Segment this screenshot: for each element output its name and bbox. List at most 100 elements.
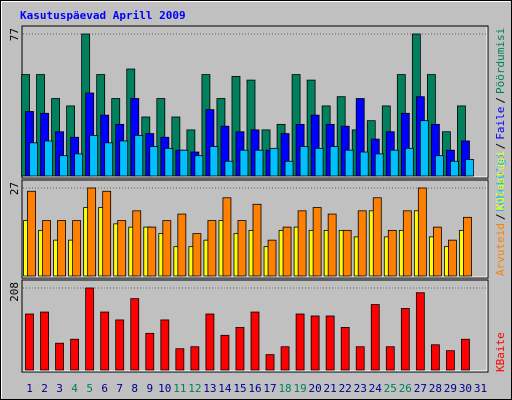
bar bbox=[340, 327, 350, 371]
x-tick-label: 16 bbox=[248, 382, 261, 395]
bar bbox=[419, 120, 429, 177]
bar bbox=[404, 147, 414, 177]
x-tick-label: 18 bbox=[278, 382, 291, 395]
x-tick-label: 26 bbox=[399, 382, 412, 395]
bar bbox=[252, 203, 262, 277]
bar bbox=[164, 147, 174, 177]
bar bbox=[207, 220, 217, 277]
bar bbox=[280, 346, 290, 371]
bar bbox=[385, 346, 395, 371]
bar bbox=[42, 220, 51, 277]
bar bbox=[57, 220, 66, 277]
bar bbox=[115, 319, 125, 371]
bar bbox=[85, 287, 95, 371]
x-tick-label: 8 bbox=[131, 382, 138, 395]
bar bbox=[130, 298, 140, 371]
bar bbox=[284, 160, 294, 177]
bar bbox=[430, 344, 440, 371]
bar bbox=[72, 220, 82, 277]
legend-entry: Lehekülgi bbox=[494, 152, 507, 212]
bar bbox=[89, 135, 99, 177]
bar bbox=[329, 146, 339, 177]
bar bbox=[44, 140, 53, 177]
bar bbox=[434, 155, 444, 177]
bar bbox=[282, 226, 292, 277]
y-tick-label: 77 bbox=[8, 28, 21, 41]
bar bbox=[325, 315, 335, 371]
x-tick-label: 20 bbox=[309, 382, 322, 395]
bar bbox=[70, 338, 80, 371]
bar bbox=[27, 190, 36, 277]
bar bbox=[209, 146, 219, 177]
bar bbox=[59, 155, 68, 177]
legend-separator: / bbox=[494, 143, 507, 150]
legend-separator: / bbox=[494, 97, 507, 104]
bar bbox=[387, 229, 397, 277]
y-tick-label: 27 bbox=[8, 182, 21, 195]
legend-entry: Pöördumisi bbox=[494, 28, 507, 94]
bar bbox=[222, 197, 232, 277]
bar bbox=[463, 216, 472, 277]
bar bbox=[461, 338, 470, 371]
x-tick-label: 22 bbox=[339, 382, 352, 395]
bar bbox=[40, 311, 49, 371]
x-tick-label: 21 bbox=[324, 382, 337, 395]
x-tick-label: 30 bbox=[459, 382, 472, 395]
legend-entry: Külastusi bbox=[494, 151, 507, 211]
legend-entry: Faile bbox=[494, 107, 507, 140]
bar bbox=[389, 149, 399, 177]
bar bbox=[194, 155, 204, 177]
x-tick-label: 9 bbox=[146, 382, 153, 395]
bar bbox=[104, 142, 114, 177]
legend-entry: Arvuteid bbox=[494, 223, 507, 276]
y-tick-label: 208 bbox=[8, 282, 21, 302]
bar bbox=[295, 313, 305, 371]
legend: Arvuteid / Külastusi bbox=[494, 151, 507, 276]
bar bbox=[254, 149, 264, 177]
x-tick-label: 14 bbox=[218, 382, 232, 395]
bar bbox=[177, 213, 187, 277]
bar bbox=[149, 146, 159, 177]
x-tick-label: 19 bbox=[293, 382, 306, 395]
x-tick-label: 2 bbox=[41, 382, 48, 395]
x-tick-label: 23 bbox=[354, 382, 367, 395]
x-tick-label: 28 bbox=[429, 382, 442, 395]
bar bbox=[432, 226, 442, 277]
bar bbox=[370, 304, 380, 371]
legend-entry: KBaite bbox=[494, 332, 507, 372]
x-tick-label: 15 bbox=[233, 382, 246, 395]
bar bbox=[175, 348, 185, 371]
bar bbox=[400, 308, 410, 371]
bar bbox=[314, 147, 324, 177]
bar bbox=[239, 149, 249, 177]
x-tick-label: 10 bbox=[158, 382, 171, 395]
x-tick-label: 5 bbox=[86, 382, 93, 395]
bar bbox=[299, 146, 309, 177]
bar bbox=[134, 135, 144, 177]
bar bbox=[374, 153, 384, 177]
bar bbox=[192, 233, 202, 277]
bar bbox=[147, 226, 157, 277]
x-tick-label: 13 bbox=[203, 382, 216, 395]
bar bbox=[237, 220, 247, 277]
bar bbox=[355, 346, 365, 371]
x-tick-label: 12 bbox=[188, 382, 201, 395]
x-tick-label: 17 bbox=[263, 382, 276, 395]
bar bbox=[446, 350, 455, 371]
bar bbox=[235, 327, 245, 371]
bar bbox=[267, 239, 277, 277]
legend: Lehekülgi / Faile / Pöördumisi bbox=[494, 28, 507, 212]
bar bbox=[327, 213, 337, 277]
bar bbox=[372, 197, 382, 277]
bar bbox=[359, 151, 369, 177]
bar bbox=[342, 229, 352, 277]
chart-title: Kasutuspäevad Aprill 2009 bbox=[20, 9, 186, 22]
bar bbox=[117, 220, 127, 277]
bar bbox=[344, 149, 354, 177]
legend-separator: / bbox=[494, 213, 507, 220]
bar bbox=[160, 319, 170, 371]
x-tick-label: 24 bbox=[369, 382, 383, 395]
